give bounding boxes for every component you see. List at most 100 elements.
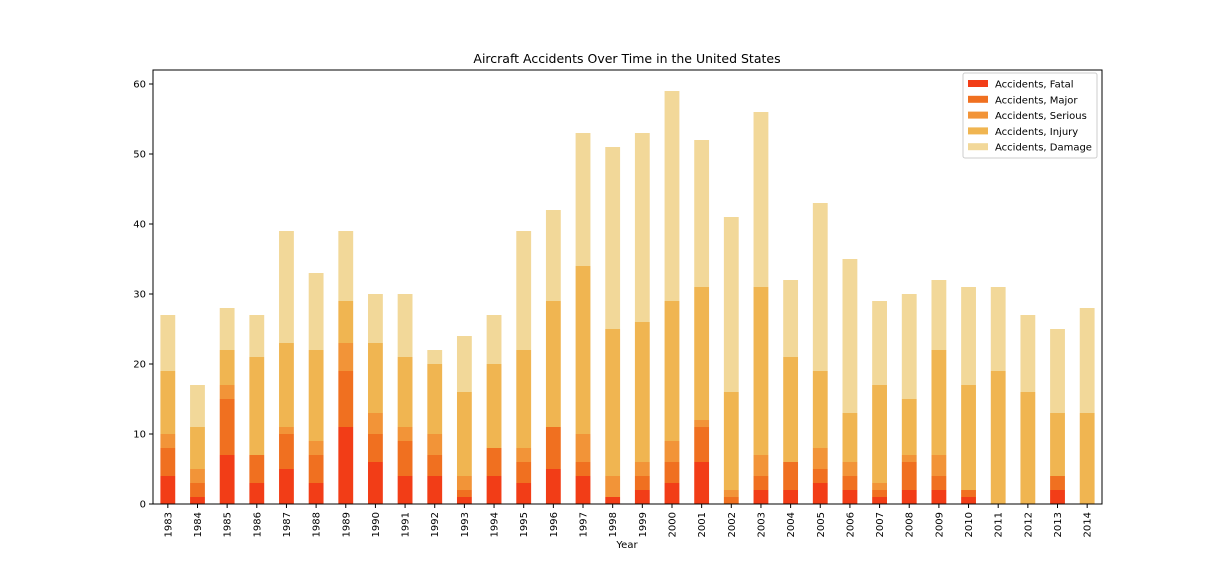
bar-2005-series-4 [812,371,828,448]
bar-2004-series-5 [783,280,799,357]
x-tick-label: 2009 [934,512,945,537]
bar-2006-series-2 [842,476,858,490]
bar-1995-series-3 [516,448,532,462]
bar-2003-series-2 [753,476,769,490]
bar-2004-series-2 [783,462,799,490]
bar-2003-series-3 [753,455,769,476]
bar-2005-series-2 [812,469,828,483]
legend-box [962,72,1098,159]
x-tick-label: 1999 [638,512,649,537]
bar-1996-series-2 [545,427,561,469]
bar-2010-series-5 [961,287,976,385]
bar-2006-series-5 [842,259,858,413]
y-tick-label: 50 [133,150,146,161]
x-tick-label: 2004 [786,512,797,537]
y-tick-label: 20 [133,360,146,371]
y-axis: 0 10 20 30 40 50 60 [133,80,153,511]
bar-2002-series-2 [723,497,739,504]
legend-label: Accidents, Major [995,95,1078,106]
bar-1994-series-2 [486,448,502,476]
bar-2003-series-1 [753,490,769,504]
bar-1989-series-5 [338,231,354,301]
x-tick-label: 2014 [1083,512,1094,537]
y-tick-label: 30 [133,290,146,301]
bar-1992-series-3 [427,434,443,455]
bar-1989-series-1 [338,427,354,504]
bar-2011-series-5 [990,287,1006,371]
bar-2014-series-5 [1079,308,1095,413]
bar-2004-series-1 [783,490,799,504]
legend: Accidents, Fatal Accidents, Major Accident… [962,72,1098,159]
bar-2003-series-5 [753,112,769,287]
x-tick-label: 1987 [282,512,293,537]
bars-layer [160,91,1095,504]
bar-2000-series-1 [664,483,680,504]
bar-1997-series-3 [575,434,591,462]
bar-2010-series-2 [961,490,976,497]
legend-label: Accidents, Injury [995,127,1078,138]
bar-1990-series-1 [368,462,383,504]
bar-2004-series-4 [783,357,799,462]
legend-swatch [968,127,988,135]
legend-swatch [968,80,988,87]
x-tick-label: 2003 [756,512,767,537]
y-tick-label: 0 [140,500,146,511]
x-tick-label: 1989 [341,512,352,537]
bar-2002-series-4 [723,392,739,490]
bar-2013-series-5 [1050,329,1065,413]
bar-1988-series-5 [308,273,324,350]
bar-1996-series-4 [545,301,561,427]
bar-2005-series-3 [812,448,828,469]
x-tick-label: 2002 [727,512,738,537]
legend-label: Accidents, Fatal [995,80,1074,91]
bar-1995-series-5 [516,231,532,350]
bar-2002-series-3 [723,490,739,497]
x-tick-label: 2012 [1023,512,1034,537]
bar-2009-series-1 [931,490,947,504]
x-tick-label: 2013 [1053,512,1064,537]
bar-1988-series-3 [308,441,324,455]
bar-1996-series-1 [545,469,561,504]
bar-2008-series-1 [901,490,917,504]
bar-2006-series-4 [842,413,858,462]
bar-2013-series-2 [1050,476,1065,490]
x-tick-label: 1990 [371,512,382,537]
bar-1996-series-5 [545,210,561,301]
bar-1991-series-1 [397,476,413,504]
bar-1992-series-4 [427,364,443,434]
bar-2007-series-2 [872,490,887,497]
bar-1983-series-2 [160,448,176,476]
bar-1999-series-4 [634,322,650,462]
bar-1991-series-5 [397,294,413,357]
bar-1995-series-2 [516,462,532,483]
x-tick-label: 2007 [875,512,886,537]
bar-1993-series-5 [456,336,472,392]
bar-2009-series-3 [931,455,947,476]
bar-1995-series-4 [516,350,532,448]
bar-2008-series-4 [901,399,917,455]
legend-label: Accidents, Damage [995,143,1092,154]
bar-1990-series-5 [368,294,383,343]
bar-1988-series-1 [308,483,324,504]
bar-1984-series-5 [190,385,205,427]
bar-2002-series-5 [723,217,739,392]
x-tick-label: 1996 [549,512,560,537]
bar-1999-series-3 [634,462,650,476]
plot-frame [152,69,1103,505]
bar-1984-series-4 [190,427,205,469]
bar-1997-series-4 [575,266,591,434]
bar-2012-series-4 [1020,392,1036,504]
x-tick-label: 1988 [312,512,323,537]
bar-2008-series-5 [901,294,917,399]
bar-2005-series-1 [812,483,828,504]
bar-1983-series-5 [160,315,176,371]
bar-1999-series-2 [634,476,650,490]
bar-1984-series-2 [190,483,205,497]
bar-1983-series-4 [160,371,176,434]
bar-1998-series-3 [605,476,621,497]
x-tick-label: 1985 [223,512,234,537]
bar-1993-series-2 [456,490,472,497]
bar-1994-series-5 [486,315,502,364]
bar-1997-series-2 [575,462,591,476]
